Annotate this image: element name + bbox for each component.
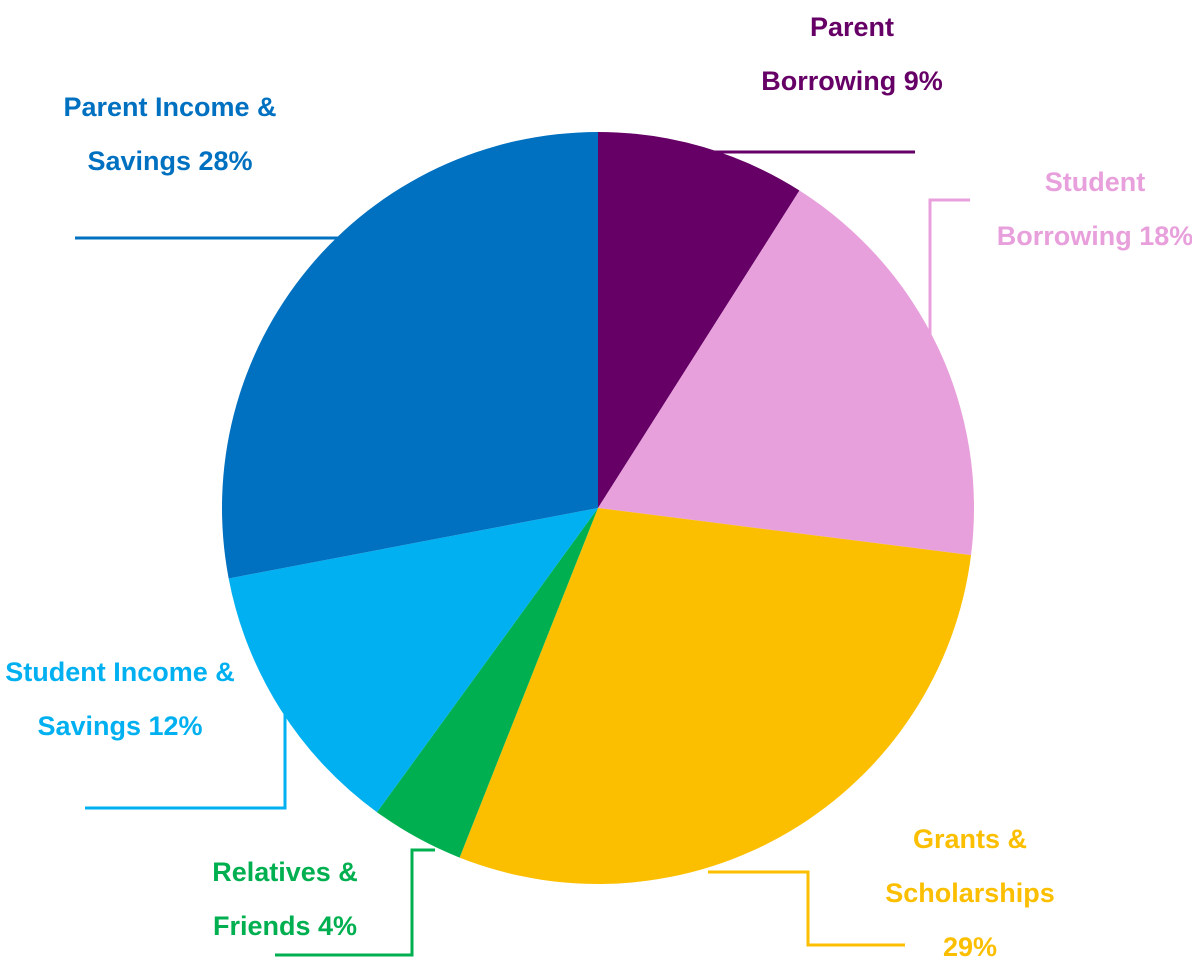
pie-slice	[228, 508, 599, 813]
category-label: Parent Borrowing	[761, 12, 897, 96]
pie-slice	[221, 132, 598, 579]
value-label: 18%	[1139, 221, 1192, 251]
value-label: 12%	[148, 711, 203, 741]
slice-label: Student Borrowing 18%	[990, 155, 1192, 263]
pie-slice	[376, 508, 598, 858]
category-label: Student Borrowing	[996, 167, 1146, 251]
value-label: 4%	[318, 911, 358, 941]
slice-label: Parent Borrowing 9%	[752, 0, 952, 108]
leader-line	[275, 848, 435, 957]
value-label: 29%	[942, 932, 998, 959]
pie-slice	[459, 508, 972, 884]
slice-label: Parent Income & Savings 28%	[55, 80, 285, 188]
category-label: Grants & Scholarships	[885, 824, 1055, 908]
category-label: Student Income & Savings	[5, 657, 235, 741]
leader-line	[928, 198, 970, 340]
leader-line	[85, 688, 287, 810]
category-label: Relatives & Friends	[212, 857, 358, 941]
value-label: 28%	[198, 146, 253, 176]
pie-slice	[598, 132, 800, 508]
pie-slice	[598, 190, 974, 556]
leader-line	[708, 870, 905, 947]
slice-label: Student Income & Savings 12%	[5, 645, 235, 753]
category-label: Parent Income & Savings	[63, 92, 277, 176]
value-label: 9%	[903, 66, 943, 96]
slice-label: Grants & Scholarships 29%	[855, 812, 1085, 959]
slice-label: Relatives & Friends 4%	[170, 845, 400, 953]
leader-line	[75, 236, 345, 298]
